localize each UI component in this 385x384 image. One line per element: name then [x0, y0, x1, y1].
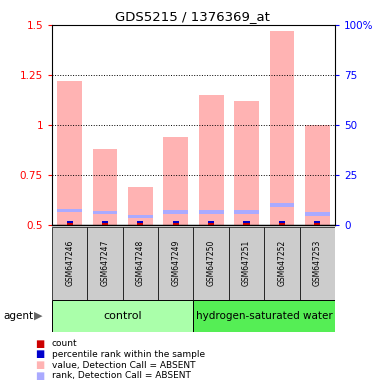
Bar	[279, 221, 285, 223]
Bar	[52, 300, 193, 332]
Bar	[208, 221, 214, 223]
Bar	[314, 223, 320, 225]
Bar	[93, 149, 117, 225]
Bar	[243, 221, 249, 223]
Bar	[87, 227, 123, 300]
Text: GSM647248: GSM647248	[136, 240, 145, 286]
Bar	[229, 227, 264, 300]
Bar	[102, 221, 108, 223]
Bar	[173, 223, 179, 225]
Bar	[128, 187, 153, 225]
Bar	[300, 227, 335, 300]
Bar	[102, 223, 108, 225]
Bar	[67, 221, 73, 223]
Text: control: control	[104, 311, 142, 321]
Bar	[137, 221, 144, 223]
Text: ■: ■	[35, 349, 44, 359]
Bar	[57, 209, 82, 212]
Text: GSM647253: GSM647253	[313, 240, 322, 286]
Text: GSM647250: GSM647250	[207, 240, 216, 286]
Bar	[305, 212, 330, 216]
Text: ■: ■	[35, 371, 44, 381]
Bar	[305, 125, 330, 225]
Bar	[173, 221, 179, 223]
Bar	[279, 223, 285, 225]
Text: rank, Detection Call = ABSENT: rank, Detection Call = ABSENT	[52, 371, 191, 381]
Bar	[199, 210, 224, 214]
Text: GSM647246: GSM647246	[65, 240, 74, 286]
Bar	[163, 210, 188, 214]
Bar	[270, 31, 294, 225]
Text: hydrogen-saturated water: hydrogen-saturated water	[196, 311, 333, 321]
Bar	[93, 211, 117, 214]
Text: value, Detection Call = ABSENT: value, Detection Call = ABSENT	[52, 361, 196, 370]
Bar	[193, 227, 229, 300]
Bar	[67, 223, 73, 225]
Bar	[52, 227, 87, 300]
Text: ▶: ▶	[33, 311, 42, 321]
Text: GSM647251: GSM647251	[242, 240, 251, 286]
Bar	[199, 95, 224, 225]
Bar	[234, 210, 259, 214]
Text: ■: ■	[35, 339, 44, 349]
Bar	[128, 215, 153, 218]
Bar	[234, 101, 259, 225]
Text: ■: ■	[35, 360, 44, 370]
Bar	[123, 227, 158, 300]
Bar	[314, 221, 320, 223]
Bar	[163, 137, 188, 225]
Text: GSM647247: GSM647247	[100, 240, 110, 286]
Bar	[137, 223, 144, 225]
Bar	[270, 203, 294, 207]
Bar	[158, 227, 193, 300]
Text: agent: agent	[4, 311, 34, 321]
Text: GDS5215 / 1376369_at: GDS5215 / 1376369_at	[115, 10, 270, 23]
Bar	[264, 227, 300, 300]
Text: percentile rank within the sample: percentile rank within the sample	[52, 350, 205, 359]
Bar	[57, 81, 82, 225]
Text: GSM647252: GSM647252	[277, 240, 286, 286]
Bar	[243, 223, 249, 225]
Text: GSM647249: GSM647249	[171, 240, 180, 286]
Bar	[193, 300, 335, 332]
Bar	[208, 223, 214, 225]
Text: count: count	[52, 339, 78, 348]
